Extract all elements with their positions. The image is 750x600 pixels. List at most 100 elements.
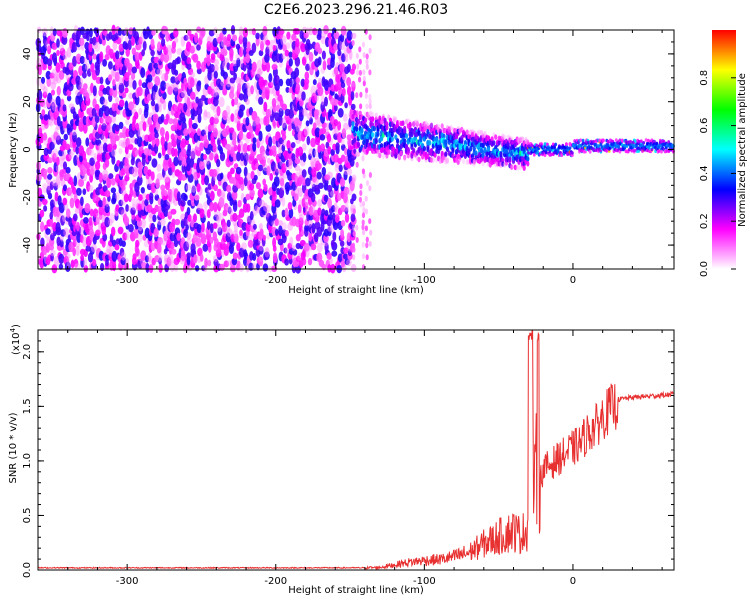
spectrogram-cell: [154, 75, 161, 87]
spectrogram-cell: [309, 116, 313, 125]
spectrogram-cell: [285, 42, 291, 50]
spectrogram-cell: [361, 212, 366, 219]
spectrogram-cell: [660, 149, 663, 154]
spectrogram-cell: [130, 207, 136, 216]
spectrogram-cell: [135, 239, 140, 248]
spectrogram-cell: [183, 102, 188, 113]
spectrogram-cell: [131, 166, 137, 178]
spectrogram-cell: [144, 102, 149, 113]
spectrogram-cell: [277, 219, 284, 227]
spectrogram-cell: [189, 157, 195, 168]
spectrogram-cell: [372, 143, 376, 150]
spectrogram-cell: [68, 176, 74, 186]
spectrogram-cell: [259, 228, 264, 236]
spectrogram-cell: [412, 147, 416, 154]
spectrogram-cell: [568, 142, 572, 146]
spectrogram-cell: [352, 225, 356, 232]
spectrogram-cell: [238, 140, 244, 147]
spectrogram-cell: [284, 258, 289, 266]
spectrogram-cell: [620, 138, 624, 143]
spectrogram-cell: [361, 168, 365, 175]
spectrogram-cell: [385, 121, 389, 127]
spectrogram-cell: [226, 228, 233, 238]
spectrogram-cell: [235, 166, 242, 175]
spectrogram-cell: [251, 27, 256, 36]
spectrogram-cell: [364, 208, 369, 215]
spectrogram-cell: [368, 98, 372, 105]
spectrogram-cell: [95, 187, 101, 196]
spectrogram-cell: [71, 186, 77, 195]
spectrogram-cell: [55, 165, 60, 172]
spectrogram-cell: [171, 40, 177, 49]
spectrogram-cell: [55, 221, 61, 233]
spectrogram-cell: [137, 203, 143, 211]
spectrogram-cell: [249, 125, 254, 135]
spectrogram-cell: [359, 91, 363, 98]
spectrogram-cell: [164, 72, 169, 82]
spectrogram-cell: [108, 218, 113, 226]
spectrogram-cell: [45, 70, 51, 80]
spectrogram-cell: [287, 124, 292, 132]
spectrogram-cell: [118, 76, 123, 86]
spectrogram-cell: [631, 143, 635, 148]
spectrogram-cell: [40, 221, 45, 233]
spectrogram-cell: [340, 25, 347, 36]
spectrogram-cell: [79, 55, 85, 65]
spectrogram-cell: [89, 157, 95, 167]
spectrogram-cell: [111, 155, 116, 165]
spectrogram-cell: [344, 207, 349, 215]
spectrogram-cell: [238, 130, 244, 141]
spectrogram-cell: [268, 148, 274, 156]
spectrogram-cell: [223, 49, 228, 56]
spectrogram-cell: [62, 214, 67, 222]
spectrogram-cell: [361, 253, 366, 260]
spectrogram-cell: [89, 208, 94, 217]
spectrogram-cell: [294, 164, 301, 172]
spectrogram-cell: [262, 25, 268, 37]
spectrogram-cell: [199, 208, 205, 219]
spectrogram-cell: [346, 30, 353, 41]
spectrogram-cell: [246, 215, 251, 223]
spectrogram-cell: [79, 26, 85, 36]
spectrogram-cell: [176, 48, 183, 56]
spectrogram-cell: [88, 148, 94, 157]
spectrogram-cell: [361, 219, 365, 226]
spectrogram-cell: [238, 208, 245, 219]
spectrogram-cell: [261, 205, 268, 216]
spectrogram-cell: [219, 32, 224, 41]
spectrogram-cell: [403, 155, 407, 162]
spectrogram-cell: [151, 69, 156, 77]
spectrogram-cell: [242, 35, 248, 47]
spectrogram-cell: [170, 208, 177, 215]
spectrogram-cell: [288, 107, 295, 119]
spectrogram-cell: [346, 63, 351, 73]
spectrogram-cell: [369, 229, 373, 236]
spectrogram-cell: [337, 121, 342, 131]
spectrogram-cell: [356, 141, 360, 148]
spectrogram-cell: [138, 194, 143, 201]
spectrogram-cell: [340, 154, 346, 162]
spectrogram-cell: [229, 47, 234, 58]
spectrogram-cell: [492, 140, 496, 146]
spectrogram-cell: [284, 247, 290, 255]
spectrogram-cell: [63, 227, 69, 238]
spectrogram-cell: [301, 91, 306, 101]
spectrogram-cell: [236, 242, 241, 252]
spectrogram-cell: [165, 113, 170, 122]
spectrogram-cell: [225, 125, 230, 135]
spectrogram-cell: [174, 218, 181, 226]
spectrogram-cell: [221, 243, 228, 251]
spectrogram-cell: [225, 204, 232, 212]
spectrogram-cell: [256, 68, 262, 78]
spectrogram-cell: [203, 134, 208, 142]
spectrogram-cell: [213, 59, 220, 66]
spectrogram-cell: [305, 177, 311, 187]
spectrogram-cell: [219, 146, 224, 155]
spectrogram-cell: [252, 137, 257, 144]
spectrogram-cell: [47, 45, 52, 55]
spectrogram-cell: [125, 230, 130, 241]
spectrogram-cell: [119, 247, 125, 257]
spectrogram-cell: [261, 155, 266, 167]
spectrogram-cell: [242, 27, 249, 38]
spectrogram-cell: [254, 239, 261, 246]
